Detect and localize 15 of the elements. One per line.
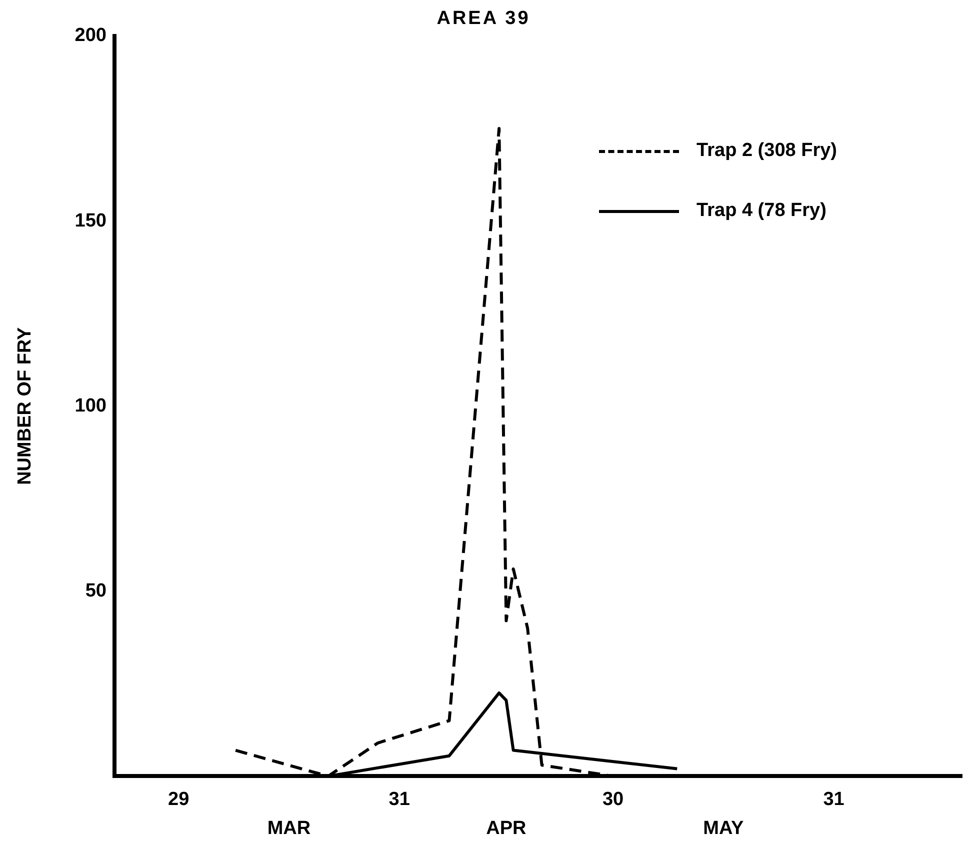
chart-title: AREA 39 — [436, 8, 530, 29]
text: APR — [486, 818, 527, 840]
x-tick-label: 30 — [602, 788, 624, 810]
x-tick-label: 29 — [168, 788, 190, 810]
text: MAY — [703, 818, 744, 840]
y-tick-label: 50 — [85, 580, 106, 602]
text: MAR — [267, 818, 311, 840]
y-axis-title: NUMBER OF FRY — [14, 326, 36, 485]
legend-label: Trap 2 (308 Fry) — [696, 140, 837, 162]
x-tick-label: 31 — [388, 788, 410, 810]
y-tick-label: 200 — [74, 25, 106, 46]
legend-label: Trap 4 (78 Fry) — [696, 200, 826, 222]
y-tick-label: 100 — [74, 395, 106, 416]
x-tick-label: 31 — [823, 788, 845, 810]
y-tick-label: 150 — [74, 210, 106, 232]
